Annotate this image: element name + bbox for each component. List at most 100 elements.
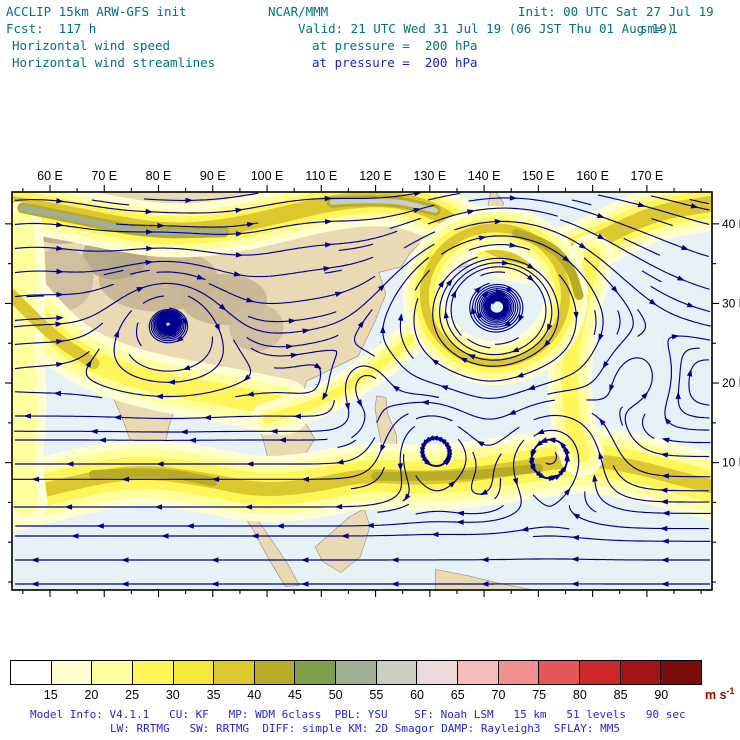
streamline bbox=[15, 437, 376, 465]
streamline bbox=[14, 192, 419, 214]
streamline bbox=[91, 199, 130, 206]
streamline bbox=[14, 256, 374, 278]
valid-time: Valid: 21 UTC Wed 31 Jul 19 (06 JST Thu … bbox=[298, 21, 675, 36]
colorbar-tick-label: 75 bbox=[532, 688, 547, 702]
arrowhead-icon bbox=[186, 523, 194, 529]
arrowhead-icon bbox=[641, 391, 649, 400]
streamline bbox=[135, 322, 142, 347]
arrowhead-icon bbox=[547, 437, 556, 443]
streamline bbox=[494, 337, 520, 345]
arrowhead-icon bbox=[450, 290, 457, 298]
arrowhead-icon bbox=[154, 504, 163, 510]
arrowhead-icon bbox=[456, 519, 464, 525]
streamline bbox=[14, 350, 90, 370]
arrowhead-icon bbox=[167, 379, 176, 385]
colorbar bbox=[10, 660, 702, 685]
arrowhead-icon bbox=[155, 393, 163, 400]
arrowhead-icon bbox=[512, 477, 518, 486]
arrowhead-icon bbox=[494, 218, 503, 225]
arrowhead-icon bbox=[243, 374, 251, 382]
streamline bbox=[432, 256, 560, 367]
arrowhead-icon bbox=[677, 275, 685, 281]
arrowhead-icon bbox=[596, 212, 605, 218]
streamline bbox=[637, 309, 647, 337]
arrowhead-icon bbox=[424, 459, 432, 466]
arrowhead-icon bbox=[146, 245, 154, 252]
arrowhead-icon bbox=[55, 362, 64, 368]
arrowhead-icon bbox=[182, 365, 191, 371]
arrowhead-icon bbox=[538, 472, 547, 479]
colorbar-units: m s-1 bbox=[705, 686, 735, 703]
arrowhead-icon bbox=[459, 357, 468, 363]
arrowhead-icon bbox=[598, 333, 604, 342]
arrowhead-icon bbox=[505, 286, 514, 292]
colorbar-cell bbox=[661, 661, 701, 684]
arrowhead-icon bbox=[467, 209, 475, 215]
arrowhead-icon bbox=[246, 297, 254, 303]
colorbar-tick-label: 45 bbox=[287, 688, 302, 702]
streamline bbox=[494, 478, 502, 500]
arrowhead-icon bbox=[336, 459, 344, 465]
arrowhead-icon bbox=[391, 581, 399, 587]
arrowhead-icon bbox=[571, 535, 580, 541]
streamline bbox=[469, 282, 524, 333]
streamline bbox=[143, 192, 259, 201]
arrowhead-icon bbox=[171, 310, 180, 317]
colorbar-tick-label: 80 bbox=[572, 688, 587, 702]
arrowhead-icon bbox=[421, 399, 429, 406]
arrowhead-icon bbox=[493, 292, 502, 298]
landmass-new-guinea bbox=[434, 568, 533, 590]
colorbar-tick-label: 20 bbox=[84, 688, 99, 702]
arrowhead-icon bbox=[419, 447, 426, 455]
arrowhead-icon bbox=[288, 318, 297, 324]
arrowhead-icon bbox=[166, 317, 175, 323]
colorbar-tick-label: 30 bbox=[165, 688, 180, 702]
arrowhead-icon bbox=[476, 311, 483, 319]
arrowhead-icon bbox=[146, 229, 154, 235]
streamline bbox=[337, 439, 357, 448]
arrowhead-icon bbox=[366, 522, 374, 529]
streamline bbox=[641, 270, 662, 283]
arrowhead-icon bbox=[233, 271, 242, 277]
arrowhead-icon bbox=[157, 315, 165, 323]
arrowhead-icon bbox=[508, 409, 517, 415]
arrowhead-icon bbox=[356, 399, 363, 408]
streamline bbox=[470, 451, 502, 495]
colorbar-tick-label: 50 bbox=[328, 688, 343, 702]
arrowhead-icon bbox=[56, 315, 64, 321]
lat-tick-label: 20 N bbox=[722, 376, 740, 390]
arrowhead-icon bbox=[235, 231, 244, 237]
arrowhead-icon bbox=[176, 335, 184, 343]
contour-left-edge-band bbox=[12, 210, 39, 516]
arrowhead-icon bbox=[609, 384, 615, 393]
streamline bbox=[623, 237, 661, 256]
streamline bbox=[130, 269, 150, 275]
arrowhead-icon bbox=[290, 352, 299, 359]
streamline bbox=[480, 271, 506, 277]
arrowhead-icon bbox=[391, 557, 399, 563]
arrowhead-icon bbox=[681, 244, 689, 250]
contour-center-diagonal bbox=[262, 326, 424, 424]
streamline bbox=[532, 429, 580, 507]
colorbar-tick-label: 40 bbox=[247, 688, 262, 702]
arrowhead-icon bbox=[661, 538, 669, 544]
arrowhead-icon bbox=[161, 533, 169, 539]
colorbar-cell bbox=[254, 661, 296, 684]
arrowhead-icon bbox=[649, 298, 657, 306]
streamline bbox=[128, 336, 214, 372]
arrowhead-icon bbox=[527, 384, 536, 390]
arrowhead-icon bbox=[235, 207, 244, 214]
arrowhead-icon bbox=[671, 334, 680, 340]
streamline bbox=[13, 425, 416, 508]
arrowhead-icon bbox=[157, 222, 165, 229]
colorbar-cell bbox=[132, 661, 174, 684]
arrowhead-icon bbox=[571, 581, 579, 587]
arrowhead-icon bbox=[440, 385, 449, 391]
arrowhead-icon bbox=[121, 581, 129, 587]
arrowhead-icon bbox=[392, 385, 400, 392]
arrowhead-icon bbox=[180, 429, 188, 435]
arrowhead-icon bbox=[496, 289, 504, 295]
streamline bbox=[389, 217, 421, 229]
colorbar-tick-label: 65 bbox=[450, 688, 465, 702]
arrowhead-icon bbox=[414, 192, 422, 197]
